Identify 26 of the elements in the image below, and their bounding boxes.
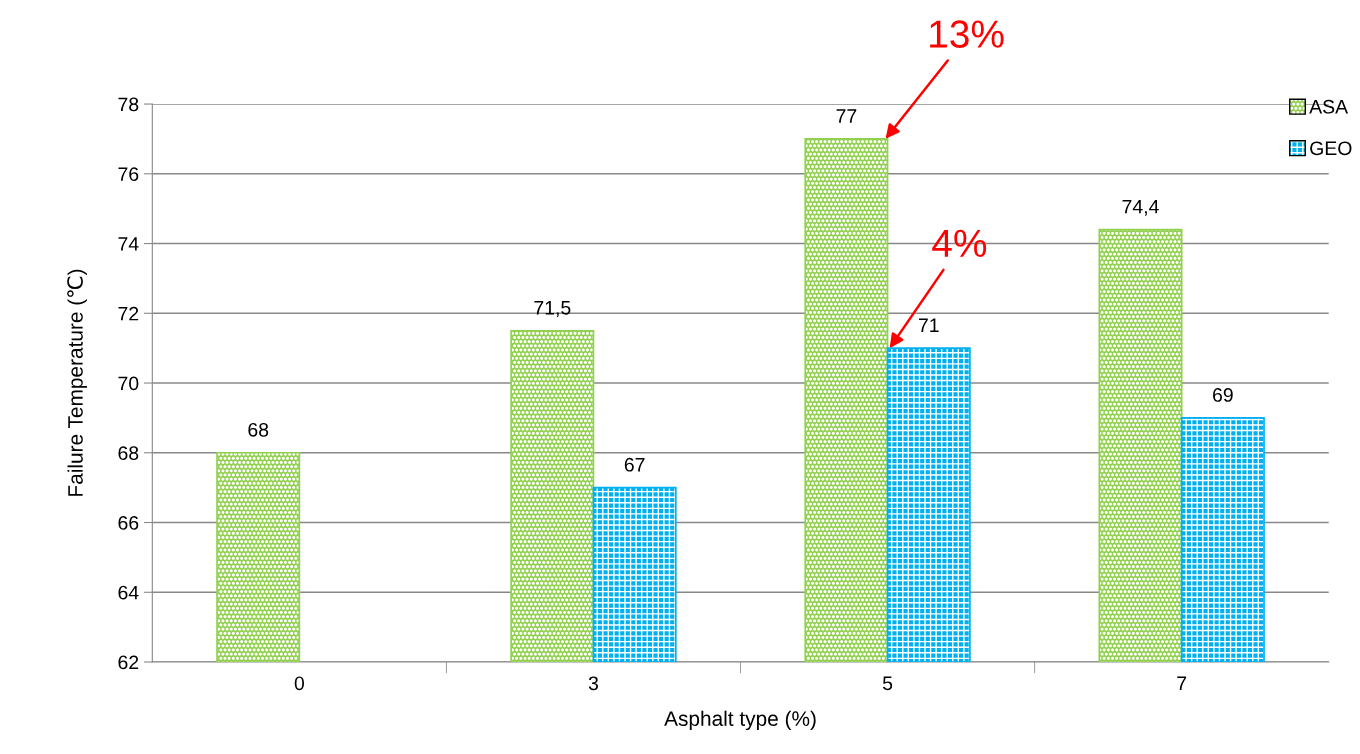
data-label: 69: [1213, 388, 1233, 402]
data-label: 67: [624, 457, 645, 472]
x-tick-label: 7: [1177, 676, 1187, 690]
y-tick-label: 72: [118, 306, 139, 321]
y-axis-title: Failure Temperature (℃): [67, 269, 87, 496]
y-tick-label: 66: [118, 515, 139, 530]
y-tick-label: 74: [118, 237, 139, 251]
legend-label: ASA: [1309, 99, 1349, 114]
y-tick-label: 68: [118, 446, 139, 461]
annotation: 4%: [932, 229, 987, 257]
y-tick-label: 70: [118, 376, 139, 391]
legend-label: GEO: [1310, 141, 1352, 156]
y-tick-label: 64: [118, 585, 139, 600]
x-tick-label: 5: [882, 676, 893, 691]
data-label: 68: [248, 422, 269, 437]
data-label: 77: [836, 109, 857, 123]
y-tick-label: 76: [118, 167, 139, 182]
x-axis-title: Asphalt type (%): [664, 710, 816, 731]
data-label: 71: [918, 318, 939, 332]
data-label: 74,4: [1122, 199, 1159, 216]
y-tick-label: 78: [118, 97, 139, 112]
x-tick-label: 3: [588, 676, 599, 691]
annotation: 13%: [930, 20, 1004, 48]
x-tick-label: 0: [294, 676, 305, 691]
y-tick-label: 62: [118, 655, 139, 670]
data-label: 71,5: [534, 301, 571, 317]
